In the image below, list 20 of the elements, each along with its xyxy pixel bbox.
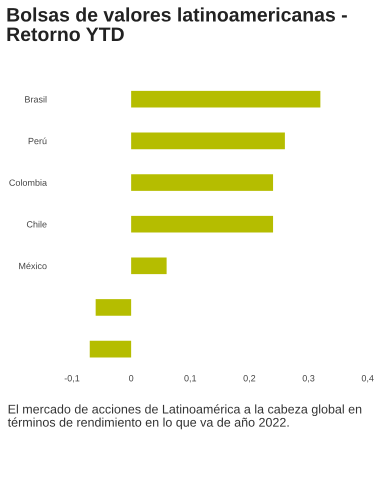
y-tick-label: Brasil: [25, 96, 46, 103]
bar: [131, 216, 274, 233]
x-tick-label: 0,2: [243, 375, 256, 383]
x-tick-label: 0,4: [362, 375, 374, 383]
chart-title: Bolsas de valores latinoamericanas - Retorno YTD: [7, 7, 347, 42]
bar: [131, 174, 274, 191]
x-tick-label: 0,3: [302, 375, 314, 383]
bar: [131, 90, 320, 108]
x-tick-label: -0,1: [64, 375, 80, 383]
text: El mercado de acciones de Latinoamérica a la cabeza global en términos de rendimiento en lo que va de año 2022.: [8, 404, 362, 430]
x-tick-label: 0: [128, 375, 134, 382]
bar: [96, 299, 132, 316]
x-tick-label: 0,1: [184, 375, 196, 383]
bar: [131, 257, 167, 274]
bar: [131, 132, 285, 150]
y-tick-label: México: [19, 262, 47, 270]
bar: [90, 340, 132, 358]
y-tick-label: Chile: [26, 220, 47, 228]
y-tick-label: Perú: [28, 138, 46, 144]
y-tick-label: Colombia: [9, 179, 48, 186]
